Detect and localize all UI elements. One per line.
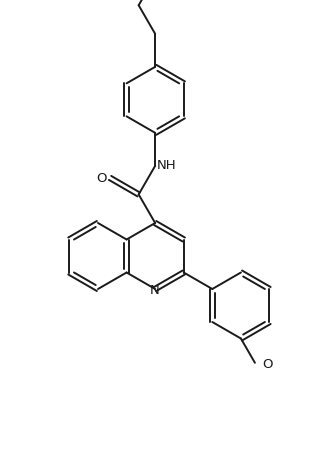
Text: O: O xyxy=(96,172,106,185)
Text: O: O xyxy=(263,358,273,370)
Text: N: N xyxy=(149,284,159,297)
Text: NH: NH xyxy=(156,159,176,172)
